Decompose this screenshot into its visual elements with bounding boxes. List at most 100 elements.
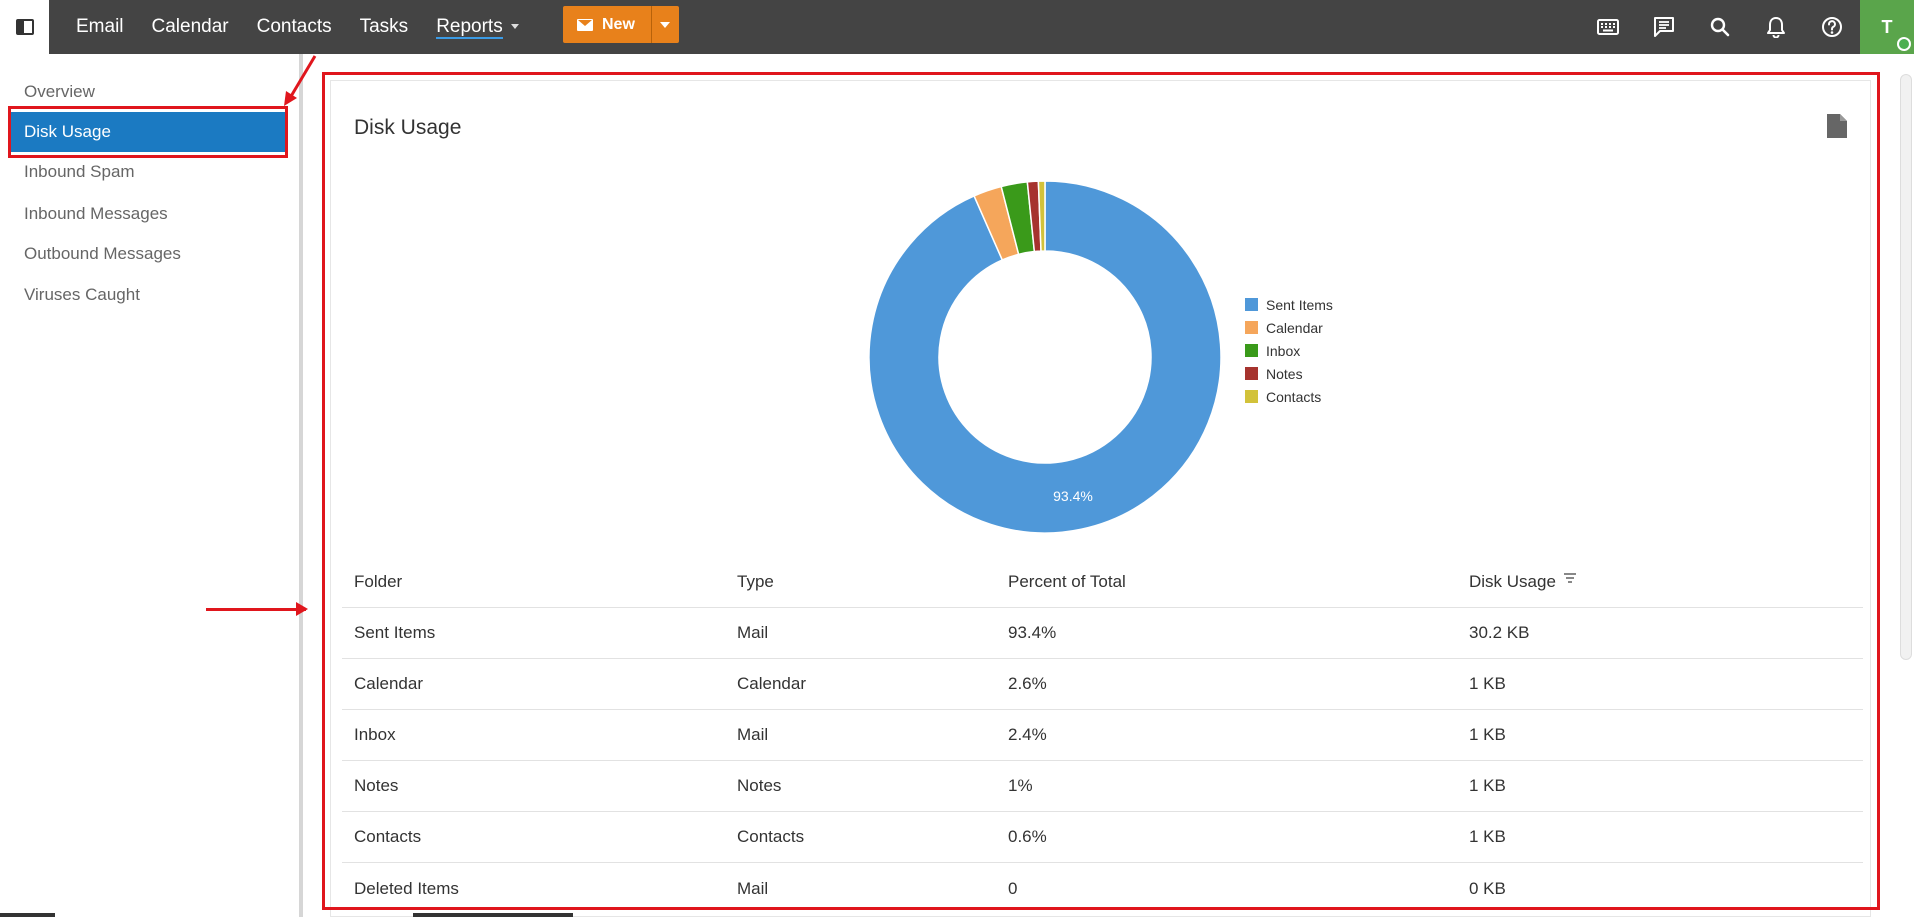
table-row[interactable]: Notes Notes 1% 1 KB — [342, 761, 1863, 812]
legend-swatch — [1245, 367, 1258, 380]
cell-disk-usage: 1 KB — [1469, 674, 1506, 693]
donut-slice-sent-items[interactable] — [868, 180, 1222, 534]
table-row[interactable]: Deleted Items Mail 0 0 KB — [342, 863, 1863, 914]
new-button-label: New — [602, 15, 635, 33]
chevron-down-icon — [660, 21, 671, 28]
annotation-highlight-main — [322, 72, 1880, 910]
legend-swatch — [1245, 321, 1258, 334]
sidebar-item-inbound-messages[interactable]: Inbound Messages — [24, 204, 168, 223]
taskbar-fragment — [0, 913, 55, 917]
table-row[interactable]: Calendar Calendar 2.6% 1 KB — [342, 659, 1863, 710]
table-row[interactable]: Contacts Contacts 0.6% 1 KB — [342, 812, 1863, 863]
column-header-disk-usage-label: Disk Usage — [1469, 571, 1556, 591]
cell-type: Notes — [737, 776, 782, 795]
sidebar-item-viruses-caught[interactable]: Viruses Caught — [24, 285, 140, 304]
nav-reports-label: Reports — [436, 16, 503, 39]
cell-folder: Notes — [354, 776, 399, 795]
legend-label: Sent Items — [1266, 296, 1333, 313]
sidebar-item-outbound-messages[interactable]: Outbound Messages — [24, 244, 181, 263]
top-bar: Email Calendar Contacts Tasks Reports Ne… — [0, 0, 1914, 54]
cell-disk-usage: 1 KB — [1469, 827, 1506, 846]
cell-percent: 1% — [1008, 776, 1033, 795]
disk-usage-donut-chart: 93.4% — [868, 180, 1222, 534]
nav-contacts[interactable]: Contacts — [256, 16, 332, 37]
help-icon — [1822, 17, 1842, 37]
cell-disk-usage: 30.2 KB — [1469, 623, 1530, 642]
sidebar: Overview Disk Usage Inbound Spam Inbound… — [0, 54, 303, 917]
cell-disk-usage: 1 KB — [1469, 725, 1506, 744]
help-button[interactable] — [1804, 0, 1860, 54]
scrollbar[interactable] — [1900, 74, 1912, 660]
cell-folder: Sent Items — [354, 623, 436, 642]
cell-folder: Inbox — [354, 725, 396, 744]
cell-type: Mail — [737, 623, 769, 642]
table-row[interactable]: Sent Items Mail 93.4% 30.2 KB — [342, 608, 1863, 659]
new-dropdown-button[interactable] — [650, 6, 679, 43]
table-row[interactable]: Inbox Mail 2.4% 1 KB — [342, 710, 1863, 761]
taskbar-fragment — [413, 913, 573, 917]
document-icon — [1827, 114, 1847, 138]
cell-type: Mail — [737, 878, 769, 898]
search-button[interactable] — [1692, 0, 1748, 54]
chevron-down-icon — [510, 24, 519, 30]
nav-calendar[interactable]: Calendar — [151, 16, 229, 37]
cell-percent: 2.6% — [1008, 674, 1047, 693]
online-status-icon — [1897, 37, 1911, 51]
new-button-group: New — [563, 6, 679, 43]
top-icons — [1580, 0, 1860, 54]
cell-percent: 0.6% — [1008, 827, 1047, 846]
sidebar-item-inbound-spam[interactable]: Inbound Spam — [24, 162, 135, 181]
cell-type: Calendar — [737, 674, 806, 693]
cell-disk-usage: 1 KB — [1469, 776, 1506, 795]
cell-percent: 0 — [1008, 878, 1018, 898]
legend-label: Calendar — [1266, 319, 1323, 336]
export-document-button[interactable] — [1826, 113, 1848, 144]
cell-type: Mail — [737, 725, 769, 744]
cell-type: Contacts — [737, 827, 805, 846]
cell-disk-usage: 0 KB — [1469, 878, 1506, 898]
nav-tasks[interactable]: Tasks — [359, 16, 409, 37]
keyboard-button[interactable] — [1580, 0, 1636, 54]
sidebar-toggle-button[interactable] — [0, 0, 49, 54]
table-header-row: Folder Type Percent of Total Disk Usage — [342, 556, 1863, 608]
main-nav: Email Calendar Contacts Tasks Reports — [62, 0, 533, 54]
chat-button[interactable] — [1636, 0, 1692, 54]
chat-icon — [1654, 17, 1674, 37]
cell-folder: Calendar — [354, 674, 423, 693]
new-button[interactable]: New — [563, 6, 651, 43]
user-avatar[interactable]: T — [1860, 0, 1914, 54]
disk-usage-table: Folder Type Percent of Total Disk Usage … — [342, 556, 1863, 914]
legend-item[interactable]: Sent Items — [1245, 293, 1333, 316]
column-header-folder[interactable]: Folder — [354, 571, 403, 591]
legend-item[interactable]: Contacts — [1245, 385, 1333, 408]
keyboard-icon — [1597, 19, 1619, 35]
legend-label: Notes — [1266, 365, 1303, 382]
column-header-type[interactable]: Type — [737, 571, 774, 591]
column-header-disk-usage[interactable]: Disk Usage — [1469, 556, 1576, 607]
column-header-percent[interactable]: Percent of Total — [1008, 571, 1126, 591]
legend-swatch — [1245, 298, 1258, 311]
cell-percent: 2.4% — [1008, 725, 1047, 744]
legend-item[interactable]: Inbox — [1245, 339, 1333, 362]
avatar-initial: T — [1881, 16, 1893, 37]
cell-folder: Deleted Items — [354, 878, 459, 898]
notifications-button[interactable] — [1748, 0, 1804, 54]
legend-label: Inbox — [1266, 342, 1301, 359]
legend-item[interactable]: Calendar — [1245, 316, 1333, 339]
report-title: Disk Usage — [354, 116, 462, 139]
nav-email[interactable]: Email — [76, 16, 124, 37]
data-label: 93.4% — [1053, 488, 1093, 504]
donut-slice-contacts[interactable] — [1037, 180, 1046, 252]
bell-icon — [1767, 17, 1785, 38]
annotation-highlight-sidebar — [8, 106, 288, 158]
chart-legend: Sent Items Calendar Inbox Notes Contacts — [1245, 293, 1333, 408]
cell-percent: 93.4% — [1008, 623, 1057, 642]
envelope-icon — [577, 18, 593, 31]
sidebar-item-disk-usage[interactable]: Disk Usage — [10, 112, 286, 152]
sidebar-item-overview[interactable]: Overview — [24, 82, 95, 101]
nav-reports[interactable]: Reports — [436, 16, 519, 39]
cell-folder: Contacts — [354, 827, 422, 846]
annotation-arrow-horizontal — [206, 602, 308, 616]
annotation-arrow-diagonal — [284, 55, 317, 106]
legend-item[interactable]: Notes — [1245, 362, 1333, 385]
